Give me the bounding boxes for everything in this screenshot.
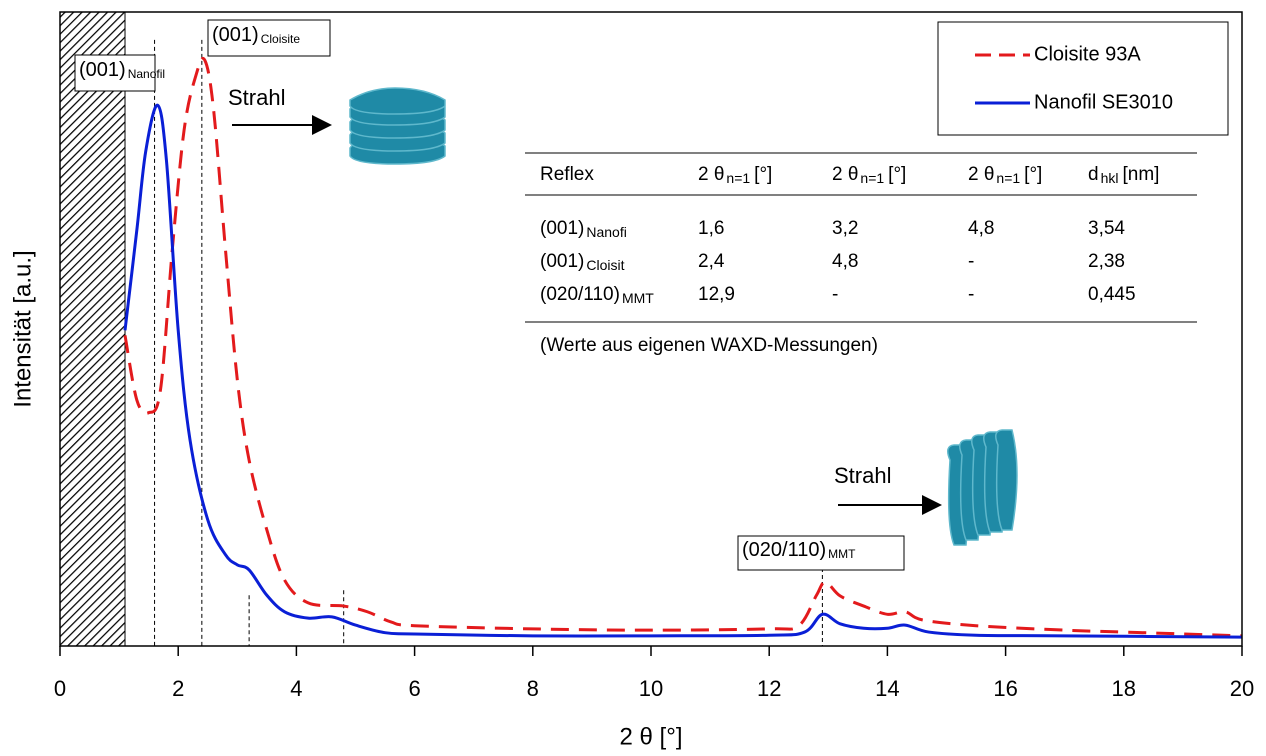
series-line <box>123 56 1243 638</box>
table-cell-text: (001) <box>540 251 584 272</box>
excluded-region <box>59 11 126 647</box>
table-header-tail: [nm] <box>1122 164 1159 185</box>
table-cell: 3,2 <box>832 218 858 239</box>
table-header-sub: n=1 <box>996 170 1020 186</box>
legend-label: Nanofil SE3010 <box>1034 91 1173 113</box>
table-cell: 12,9 <box>698 284 735 305</box>
table-header: 2 θ n=1 [°] <box>832 164 906 186</box>
x-tick-label: 20 <box>1230 676 1254 701</box>
annotation: (001) Nanofil <box>79 59 165 81</box>
annotation: Strahl <box>834 463 891 488</box>
table-header: 2 θ n=1 [°] <box>968 164 1042 186</box>
x-tick-label: 14 <box>875 676 899 701</box>
platelet-stack-horizontal <box>349 87 446 165</box>
table-header: 2 θ n=1 [°] <box>698 164 772 186</box>
annotation-box <box>74 54 156 92</box>
annotation-sub: Cloisite <box>261 32 301 46</box>
table-cell: 1,6 <box>698 218 724 239</box>
x-tick-label: 10 <box>639 676 663 701</box>
annotation-text: (001) <box>212 24 259 46</box>
annotation: (020/110) MMT <box>742 539 856 561</box>
table-cell: (001) Nanofi <box>540 218 627 240</box>
series-line <box>123 103 1243 639</box>
table-cell-text: (020/110) <box>540 284 620 305</box>
annotation: Strahl <box>228 85 285 110</box>
legend-box <box>937 21 1229 136</box>
annotation-sub: MMT <box>828 547 856 561</box>
annotation-sub: Nanofil <box>128 67 165 81</box>
x-tick-label: 18 <box>1112 676 1136 701</box>
table-header-tail: [°] <box>1024 164 1042 185</box>
table-header: d hkl [nm] <box>1088 164 1159 186</box>
table-header-tail: [°] <box>754 164 772 185</box>
x-tick-label: 16 <box>993 676 1017 701</box>
table-cell: 2,38 <box>1088 251 1125 272</box>
table-cell-sub: Cloisit <box>586 257 624 273</box>
table-cell: 0,445 <box>1088 284 1136 305</box>
platelet-stack-vertical <box>947 429 1018 546</box>
y-axis-label: Intensität [a.u.] <box>9 250 36 407</box>
x-tick-label: 4 <box>290 676 302 701</box>
annotation: (001) Cloisite <box>212 24 300 46</box>
table-cell-text: (001) <box>540 218 584 239</box>
table-cell-sub: Nanofi <box>586 224 626 240</box>
table-cell: (001) Cloisit <box>540 251 625 273</box>
table-cell: 4,8 <box>968 218 994 239</box>
table-cell: 4,8 <box>832 251 858 272</box>
table-header-tail: [°] <box>888 164 906 185</box>
table-header: Reflex <box>540 164 594 185</box>
legend-label: Cloisite 93A <box>1034 43 1141 65</box>
x-axis-label: 2 θ [°] <box>620 723 683 750</box>
x-tick-label: 2 <box>172 676 184 701</box>
table-header-text: Reflex <box>540 164 594 185</box>
annotation-text: (020/110) <box>742 539 826 561</box>
plot-over: 0 2 4 6 8 10 12 14 16 18 20 2 θ [°] Intensität [a.u.… <box>9 19 1254 750</box>
plot-under <box>59 11 1243 647</box>
annotation-box <box>207 19 331 57</box>
table-header-text: 2 θ <box>832 164 858 185</box>
table-header-text: 2 θ <box>968 164 994 185</box>
table-cell: - <box>968 284 974 305</box>
table-cell: (020/110) MMT <box>540 284 654 306</box>
x-tick-label: 8 <box>527 676 539 701</box>
table-cell: - <box>968 251 974 272</box>
annotation-box <box>737 535 905 571</box>
x-tick-label: 12 <box>757 676 781 701</box>
table-note: (Werte aus eigenen WAXD-Messungen) <box>540 335 878 356</box>
table-cell: 3,54 <box>1088 218 1125 239</box>
table-cell: 2,4 <box>698 251 725 272</box>
annotation-text: (001) <box>79 59 126 81</box>
table-header-text: 2 θ <box>698 164 724 185</box>
table-header-sub: n=1 <box>860 170 884 186</box>
x-tick-label: 0 <box>54 676 66 701</box>
table-header-text: d <box>1088 164 1099 185</box>
table-header-sub: hkl <box>1101 170 1119 186</box>
table-cell: - <box>832 284 838 305</box>
table-header-sub: n=1 <box>726 170 750 186</box>
x-tick-label: 6 <box>408 676 420 701</box>
table-cell-sub: MMT <box>622 290 654 306</box>
